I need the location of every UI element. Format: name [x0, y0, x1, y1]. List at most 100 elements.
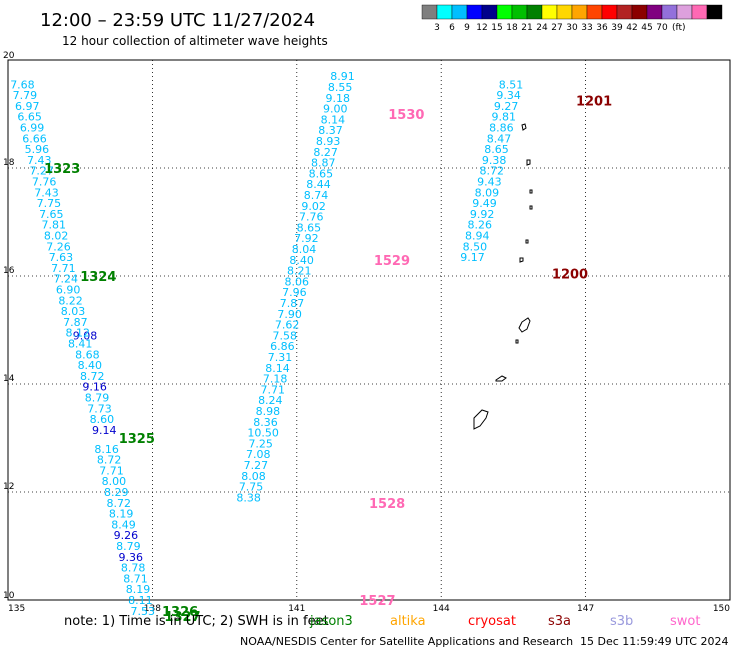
wave-height-value: 6.65	[17, 111, 42, 124]
wave-height-value: 9.16	[82, 381, 107, 394]
wave-height-value: 8.86	[489, 122, 514, 135]
colorbar-swatch	[571, 4, 588, 20]
island-9	[495, 375, 507, 382]
wave-height-value: 9.17	[460, 251, 485, 264]
wave-height-value: 8.41	[68, 338, 93, 351]
wave-height-value: 8.68	[75, 348, 100, 361]
wave-height-value: 8.79	[116, 540, 141, 553]
wave-height-value: 8.16	[94, 443, 119, 456]
island-guam	[473, 409, 489, 430]
chart-title: 12:00 – 23:59 UTC 11/27/2024	[40, 10, 315, 31]
wave-height-value: 9.26	[114, 529, 139, 542]
wave-height-value: 7.68	[10, 78, 35, 91]
wave-height-value: 7.76	[32, 176, 57, 189]
plot-frame	[7, 59, 731, 601]
wave-height-value: 7.81	[41, 219, 66, 232]
colorbar-swatch	[556, 4, 573, 20]
colorbar-label: 70	[656, 23, 668, 33]
colorbar-swatch	[421, 4, 438, 20]
wave-height-value: 8.93	[316, 135, 341, 148]
footer-credit: NOAA/NESDIS Center for Satellite Applica…	[240, 635, 573, 648]
colorbar-label: 42	[626, 23, 637, 33]
pass-number-label: 1327	[164, 610, 200, 625]
colorbar-swatch	[436, 4, 453, 20]
wave-height-value: 6.99	[20, 122, 45, 135]
wave-height-value: 8.02	[44, 230, 69, 243]
colorbar-swatch	[676, 4, 693, 20]
wave-height-value: 9.92	[470, 208, 495, 221]
pass-number-label: 1527	[359, 594, 395, 609]
y-tick-label: 12	[3, 482, 14, 492]
wave-height-value: 7.43	[27, 154, 52, 167]
wave-height-value: 7.24	[54, 273, 79, 286]
wave-height-value: 7.27	[29, 165, 54, 178]
wave-height-value: 8.98	[256, 405, 281, 418]
altimeter-tracks: 7.687.796.976.656.996.665.967.437.277.76…	[10, 70, 523, 618]
colorbar-label: 24	[536, 23, 548, 33]
colorbar-label: 27	[551, 23, 562, 33]
wave-height-value: 8.40	[78, 359, 103, 372]
wave-height-value: 8.14	[321, 113, 346, 126]
colorbar-swatch	[601, 4, 618, 20]
colorbar-unit: (ft)	[672, 23, 686, 33]
x-tick-labels: 135 138 141 144 147 150	[8, 604, 730, 614]
wave-height-value: 8.12	[66, 327, 91, 340]
wave-height-value: 8.87	[311, 157, 336, 170]
colorbar-swatch	[526, 4, 543, 20]
wave-height-value: 8.60	[90, 413, 115, 426]
wave-height-value: 8.11	[128, 594, 153, 607]
satellite-s3a-label: s3a	[548, 614, 571, 629]
y-tick-label: 18	[3, 158, 15, 168]
satellite-legend: jason3 altika cryosat s3a s3b swot	[309, 614, 700, 629]
wave-height-value: 8.71	[123, 572, 148, 585]
colorbar-swatch	[661, 4, 678, 20]
wave-height-value: 7.26	[46, 240, 71, 253]
wave-height-value: 8.65	[309, 167, 334, 180]
satellite-jason3-label: jason3	[309, 614, 353, 629]
wave-height-value: 9.34	[496, 89, 521, 102]
satellite-swot-label: swot	[670, 614, 700, 629]
colorbar-swatch	[481, 4, 498, 20]
pass-number-label: 1528	[369, 497, 405, 512]
y-tick-label: 20	[3, 51, 15, 61]
wave-height-value: 7.75	[37, 197, 62, 210]
wave-height-value: 8.44	[306, 178, 331, 191]
wave-height-value: 6.66	[22, 132, 47, 145]
wave-height-value: 6.97	[15, 100, 40, 113]
wave-height-value: 7.79	[13, 89, 38, 102]
wave-height-value: 8.47	[487, 132, 512, 145]
colorbar-label: 18	[506, 23, 518, 33]
colorbar-label: 12	[476, 23, 487, 33]
island-8	[515, 339, 519, 344]
wave-height-value: 7.73	[87, 402, 112, 415]
wave-height-value: 7.71	[99, 464, 124, 477]
wave-height-value: 8.22	[58, 294, 83, 307]
x-tick-label: 144	[433, 604, 450, 614]
y-tick-label: 14	[3, 374, 15, 384]
wave-height-value: 7.87	[63, 316, 88, 329]
colorbar-swatch	[691, 4, 708, 20]
wave-height-value: 7.92	[294, 232, 319, 245]
wave-height-value: 7.65	[39, 208, 64, 221]
x-tick-label: 147	[577, 604, 594, 614]
satellite-altika-label: altika	[390, 614, 426, 629]
wave-height-value: 9.36	[118, 551, 143, 564]
wave-height-value: 7.71	[260, 383, 285, 396]
island-6	[519, 257, 524, 263]
wave-height-value: 7.25	[248, 437, 273, 450]
pass-number-label: 1326	[162, 605, 198, 620]
island-7	[518, 317, 531, 333]
colorbar-swatch	[706, 4, 723, 20]
wave-height-value: 8.26	[467, 219, 492, 232]
pass-number-label: 1200	[552, 267, 588, 282]
wave-height-value: 8.78	[121, 562, 146, 575]
colorbar-swatch	[631, 4, 648, 20]
wave-height-value: 7.75	[239, 481, 264, 494]
wave-height-value: 8.06	[285, 275, 310, 288]
wave-height-value: 9.02	[301, 200, 326, 213]
colorbar-swatch	[586, 4, 603, 20]
wave-height-value: 8.04	[292, 243, 317, 256]
y-tick-labels: 10 12 14 16 18 20	[3, 51, 15, 601]
pass-number-label: 1530	[388, 108, 424, 123]
